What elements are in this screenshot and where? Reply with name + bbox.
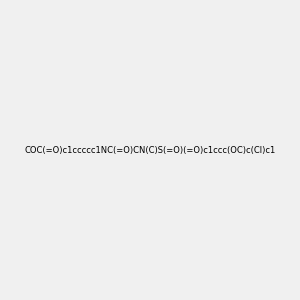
Text: COC(=O)c1ccccc1NC(=O)CN(C)S(=O)(=O)c1ccc(OC)c(Cl)c1: COC(=O)c1ccccc1NC(=O)CN(C)S(=O)(=O)c1ccc…: [24, 146, 276, 154]
